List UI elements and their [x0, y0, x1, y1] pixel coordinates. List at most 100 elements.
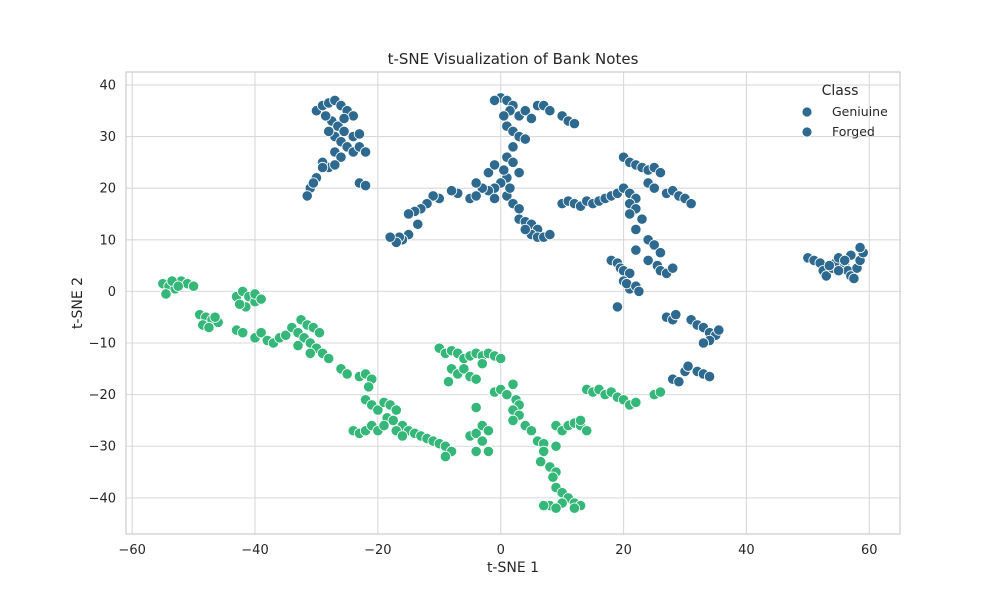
data-point — [525, 425, 538, 437]
data-point — [823, 259, 835, 272]
data-point — [396, 430, 409, 442]
data-point — [713, 324, 725, 336]
data-point — [347, 110, 359, 122]
data-point — [307, 177, 319, 189]
data-point — [568, 118, 581, 130]
data-point — [172, 280, 184, 292]
data-point — [338, 112, 350, 125]
data-point — [234, 298, 246, 310]
data-point — [507, 414, 519, 427]
data-point — [439, 450, 452, 463]
data-point — [670, 309, 682, 321]
data-point — [470, 190, 482, 202]
data-point — [624, 208, 636, 220]
data-point — [648, 182, 660, 194]
data-point — [341, 368, 353, 380]
data-point — [442, 376, 455, 388]
data-point — [329, 159, 341, 171]
data-point — [323, 352, 335, 365]
data-point — [498, 164, 510, 176]
data-point — [470, 373, 482, 385]
data-point — [535, 456, 547, 468]
data-point — [525, 112, 538, 125]
legend-marker-geniuine — [801, 106, 813, 118]
data-point — [547, 471, 559, 483]
data-point — [544, 229, 556, 241]
legend-label-geniuine: Geniuine — [832, 104, 888, 119]
data-point — [642, 254, 654, 267]
x-tick-label: −60 — [118, 543, 145, 558]
data-point — [685, 198, 697, 210]
data-point — [476, 435, 488, 447]
data-point — [630, 223, 642, 236]
data-point — [313, 327, 326, 339]
data-point — [488, 192, 501, 205]
data-point — [550, 502, 562, 514]
data-point — [519, 133, 531, 145]
y-axis-label: t-SNE 2 — [70, 277, 86, 329]
data-point — [482, 445, 495, 458]
data-point — [581, 425, 593, 437]
legend: Class Geniuine Forged — [801, 83, 888, 139]
data-point — [292, 339, 304, 352]
data-point — [402, 208, 415, 220]
data-points — [157, 92, 869, 514]
data-point — [482, 167, 495, 179]
data-point — [470, 445, 482, 458]
data-point — [538, 500, 550, 512]
data-point — [359, 179, 372, 192]
data-point — [654, 167, 667, 179]
data-point — [427, 190, 439, 202]
data-point — [630, 244, 642, 256]
y-tick-label: −20 — [89, 388, 116, 403]
y-tick-label: 20 — [99, 182, 116, 197]
data-point — [320, 110, 332, 122]
data-point — [648, 239, 660, 251]
data-point — [378, 419, 390, 432]
data-point — [568, 502, 581, 514]
x-tick-label: −20 — [364, 543, 391, 558]
data-point — [255, 293, 267, 305]
data-point — [630, 396, 642, 408]
data-point — [304, 347, 316, 359]
data-point — [544, 105, 556, 117]
x-tick-label: 0 — [497, 543, 505, 558]
data-point — [316, 161, 329, 174]
data-point — [654, 247, 667, 259]
data-point — [237, 327, 249, 339]
data-point — [187, 280, 200, 292]
x-axis-label: t-SNE 1 — [487, 560, 539, 576]
y-tick-label: −10 — [89, 337, 116, 352]
data-point — [495, 352, 507, 365]
data-point — [654, 386, 667, 398]
x-tick-label: 40 — [738, 543, 755, 558]
data-point — [335, 151, 347, 163]
data-point — [470, 401, 482, 414]
data-point — [854, 241, 866, 254]
data-point — [703, 370, 716, 383]
data-point — [519, 105, 531, 117]
data-point — [482, 425, 495, 437]
data-point — [504, 182, 516, 194]
data-point — [667, 262, 679, 274]
data-point — [209, 311, 221, 323]
data-point — [488, 94, 501, 106]
data-point — [323, 125, 335, 137]
data-point — [621, 278, 633, 290]
y-tick-label: −40 — [89, 491, 116, 506]
y-tick-label: −30 — [89, 440, 116, 455]
data-point — [301, 190, 313, 202]
data-point — [160, 288, 172, 300]
data-point — [353, 128, 366, 140]
y-tick-label: 40 — [99, 78, 116, 93]
data-point — [507, 378, 519, 390]
data-point — [611, 301, 624, 313]
data-point — [359, 146, 372, 158]
data-point — [363, 381, 375, 393]
data-point — [624, 267, 636, 279]
tick-labels: −60 −40 −20 0 20 40 60 −40 −30 −20 −10 0 10 20 30 40 — [89, 78, 878, 558]
data-point — [412, 218, 424, 230]
data-point — [633, 285, 645, 297]
legend-marker-forged — [801, 126, 813, 138]
